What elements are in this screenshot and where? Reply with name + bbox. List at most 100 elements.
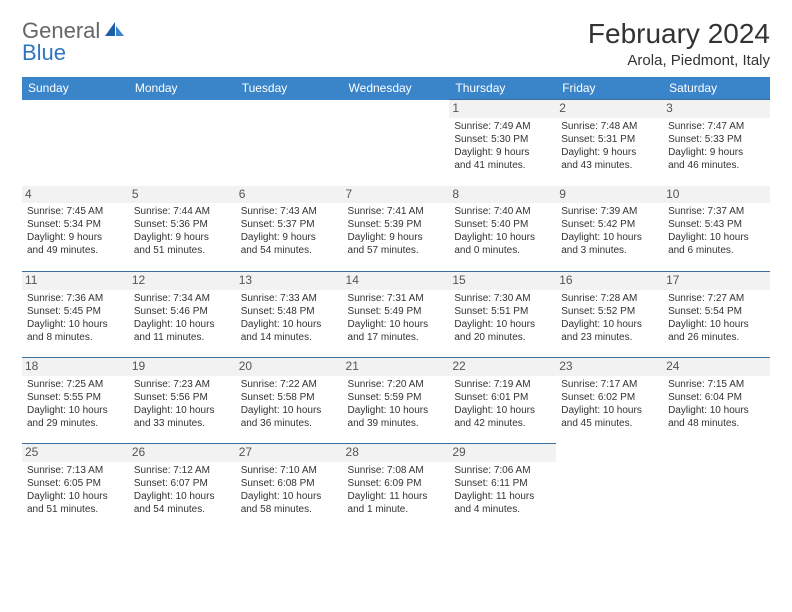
sail-icon bbox=[102, 18, 126, 44]
day-number: 29 bbox=[449, 444, 556, 462]
weekday-header: Monday bbox=[129, 77, 236, 100]
daylight-text-2: and 39 minutes. bbox=[348, 417, 445, 430]
day-number: 21 bbox=[343, 358, 450, 376]
empty-cell bbox=[663, 444, 770, 530]
sunrise-text: Sunrise: 7:47 AM bbox=[668, 120, 765, 133]
daylight-text-2: and 26 minutes. bbox=[668, 331, 765, 344]
day-cell: 16Sunrise: 7:28 AMSunset: 5:52 PMDayligh… bbox=[556, 272, 663, 358]
empty-cell bbox=[236, 100, 343, 186]
daylight-text-2: and 36 minutes. bbox=[241, 417, 338, 430]
daylight-text-1: Daylight: 9 hours bbox=[134, 231, 231, 244]
calendar-table: SundayMondayTuesdayWednesdayThursdayFrid… bbox=[22, 77, 770, 530]
sunrise-text: Sunrise: 7:13 AM bbox=[27, 464, 124, 477]
calendar-row: 1Sunrise: 7:49 AMSunset: 5:30 PMDaylight… bbox=[22, 100, 770, 186]
empty-cell bbox=[556, 444, 663, 530]
daylight-text-2: and 6 minutes. bbox=[668, 244, 765, 257]
daylight-text-2: and 11 minutes. bbox=[134, 331, 231, 344]
sunset-text: Sunset: 5:59 PM bbox=[348, 391, 445, 404]
day-cell: 28Sunrise: 7:08 AMSunset: 6:09 PMDayligh… bbox=[343, 444, 450, 530]
daylight-text-1: Daylight: 10 hours bbox=[241, 318, 338, 331]
day-number: 4 bbox=[22, 186, 129, 204]
sunrise-text: Sunrise: 7:43 AM bbox=[241, 205, 338, 218]
daylight-text-1: Daylight: 9 hours bbox=[561, 146, 658, 159]
day-cell: 23Sunrise: 7:17 AMSunset: 6:02 PMDayligh… bbox=[556, 358, 663, 444]
day-number: 12 bbox=[129, 272, 236, 290]
sunset-text: Sunset: 5:54 PM bbox=[668, 305, 765, 318]
day-cell: 21Sunrise: 7:20 AMSunset: 5:59 PMDayligh… bbox=[343, 358, 450, 444]
daylight-text-2: and 20 minutes. bbox=[454, 331, 551, 344]
sunrise-text: Sunrise: 7:17 AM bbox=[561, 378, 658, 391]
title-block: February 2024 Arola, Piedmont, Italy bbox=[588, 18, 770, 69]
daylight-text-1: Daylight: 11 hours bbox=[454, 490, 551, 503]
day-number: 9 bbox=[556, 186, 663, 204]
sunrise-text: Sunrise: 7:44 AM bbox=[134, 205, 231, 218]
daylight-text-1: Daylight: 10 hours bbox=[27, 318, 124, 331]
header: GeneralBlue February 2024 Arola, Piedmon… bbox=[22, 18, 770, 69]
day-cell: 25Sunrise: 7:13 AMSunset: 6:05 PMDayligh… bbox=[22, 444, 129, 530]
daylight-text-1: Daylight: 10 hours bbox=[454, 404, 551, 417]
sunset-text: Sunset: 5:39 PM bbox=[348, 218, 445, 231]
day-number: 10 bbox=[663, 186, 770, 204]
day-cell: 19Sunrise: 7:23 AMSunset: 5:56 PMDayligh… bbox=[129, 358, 236, 444]
calendar-row: 25Sunrise: 7:13 AMSunset: 6:05 PMDayligh… bbox=[22, 444, 770, 530]
sunset-text: Sunset: 6:05 PM bbox=[27, 477, 124, 490]
sunrise-text: Sunrise: 7:37 AM bbox=[668, 205, 765, 218]
day-cell: 20Sunrise: 7:22 AMSunset: 5:58 PMDayligh… bbox=[236, 358, 343, 444]
sunset-text: Sunset: 5:51 PM bbox=[454, 305, 551, 318]
day-number: 11 bbox=[22, 272, 129, 290]
daylight-text-1: Daylight: 10 hours bbox=[134, 404, 231, 417]
day-number: 26 bbox=[129, 444, 236, 462]
daylight-text-1: Daylight: 10 hours bbox=[134, 318, 231, 331]
sunset-text: Sunset: 5:36 PM bbox=[134, 218, 231, 231]
sunrise-text: Sunrise: 7:48 AM bbox=[561, 120, 658, 133]
day-number: 6 bbox=[236, 186, 343, 204]
day-number: 16 bbox=[556, 272, 663, 290]
day-cell: 5Sunrise: 7:44 AMSunset: 5:36 PMDaylight… bbox=[129, 186, 236, 272]
empty-cell bbox=[22, 100, 129, 186]
daylight-text-2: and 43 minutes. bbox=[561, 159, 658, 172]
daylight-text-2: and 54 minutes. bbox=[241, 244, 338, 257]
sunset-text: Sunset: 5:42 PM bbox=[561, 218, 658, 231]
daylight-text-2: and 42 minutes. bbox=[454, 417, 551, 430]
weekday-header-row: SundayMondayTuesdayWednesdayThursdayFrid… bbox=[22, 77, 770, 100]
sunrise-text: Sunrise: 7:27 AM bbox=[668, 292, 765, 305]
weekday-header: Saturday bbox=[663, 77, 770, 100]
logo: GeneralBlue bbox=[22, 18, 126, 66]
sunset-text: Sunset: 5:33 PM bbox=[668, 133, 765, 146]
daylight-text-1: Daylight: 10 hours bbox=[561, 231, 658, 244]
sunrise-text: Sunrise: 7:40 AM bbox=[454, 205, 551, 218]
day-cell: 15Sunrise: 7:30 AMSunset: 5:51 PMDayligh… bbox=[449, 272, 556, 358]
daylight-text-2: and 4 minutes. bbox=[454, 503, 551, 516]
sunrise-text: Sunrise: 7:06 AM bbox=[454, 464, 551, 477]
sunset-text: Sunset: 6:02 PM bbox=[561, 391, 658, 404]
daylight-text-1: Daylight: 10 hours bbox=[241, 404, 338, 417]
daylight-text-2: and 8 minutes. bbox=[27, 331, 124, 344]
daylight-text-2: and 58 minutes. bbox=[241, 503, 338, 516]
day-cell: 10Sunrise: 7:37 AMSunset: 5:43 PMDayligh… bbox=[663, 186, 770, 272]
day-number: 5 bbox=[129, 186, 236, 204]
daylight-text-1: Daylight: 9 hours bbox=[454, 146, 551, 159]
weekday-header: Tuesday bbox=[236, 77, 343, 100]
sunrise-text: Sunrise: 7:10 AM bbox=[241, 464, 338, 477]
sunset-text: Sunset: 5:58 PM bbox=[241, 391, 338, 404]
sunrise-text: Sunrise: 7:33 AM bbox=[241, 292, 338, 305]
sunrise-text: Sunrise: 7:19 AM bbox=[454, 378, 551, 391]
sunset-text: Sunset: 6:11 PM bbox=[454, 477, 551, 490]
daylight-text-2: and 57 minutes. bbox=[348, 244, 445, 257]
day-cell: 29 Sunrise: 7:06 AMSunset: 6:11 PMDayligh… bbox=[449, 444, 556, 530]
daylight-text-2: and 23 minutes. bbox=[561, 331, 658, 344]
sunset-text: Sunset: 5:49 PM bbox=[348, 305, 445, 318]
daylight-text-1: Daylight: 10 hours bbox=[27, 404, 124, 417]
day-cell: 2Sunrise: 7:48 AMSunset: 5:31 PMDaylight… bbox=[556, 100, 663, 186]
day-cell: 24Sunrise: 7:15 AMSunset: 6:04 PMDayligh… bbox=[663, 358, 770, 444]
daylight-text-1: Daylight: 10 hours bbox=[454, 318, 551, 331]
daylight-text-2: and 48 minutes. bbox=[668, 417, 765, 430]
sunset-text: Sunset: 5:31 PM bbox=[561, 133, 658, 146]
day-number: 3 bbox=[663, 100, 770, 118]
day-cell: 7Sunrise: 7:41 AMSunset: 5:39 PMDaylight… bbox=[343, 186, 450, 272]
day-cell: 11Sunrise: 7:36 AMSunset: 5:45 PMDayligh… bbox=[22, 272, 129, 358]
daylight-text-2: and 33 minutes. bbox=[134, 417, 231, 430]
day-cell: 8Sunrise: 7:40 AMSunset: 5:40 PMDaylight… bbox=[449, 186, 556, 272]
day-cell: 14Sunrise: 7:31 AMSunset: 5:49 PMDayligh… bbox=[343, 272, 450, 358]
daylight-text-1: Daylight: 10 hours bbox=[134, 490, 231, 503]
